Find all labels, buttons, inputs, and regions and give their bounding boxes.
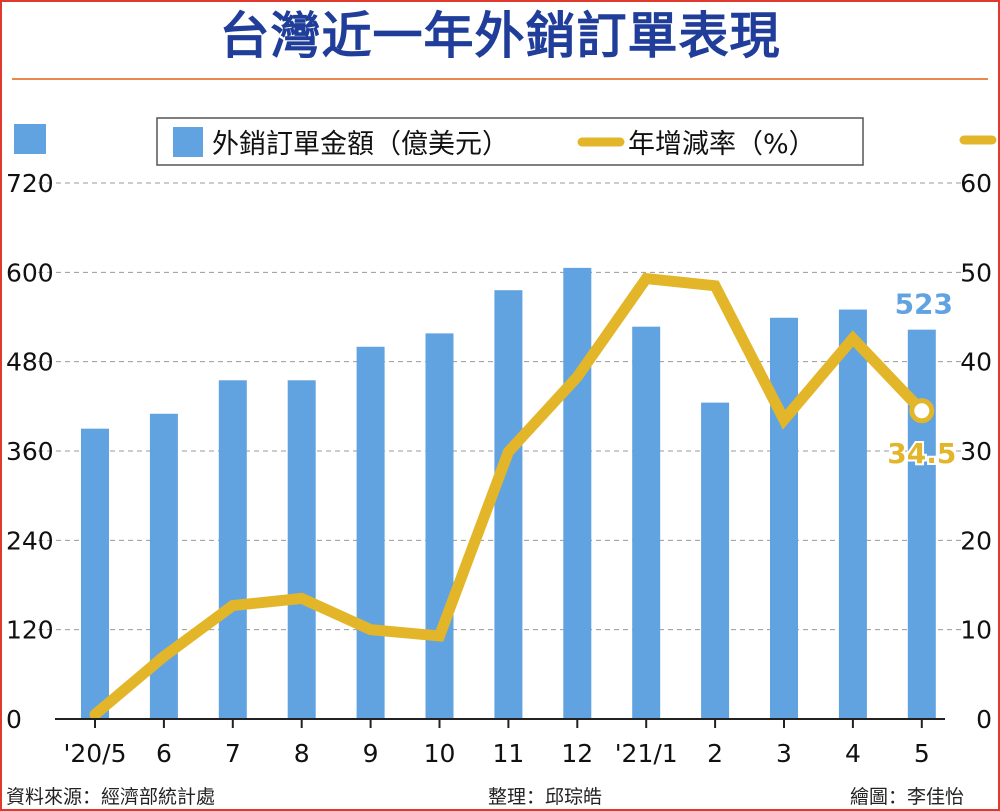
y-left-tick-label: 240	[6, 526, 54, 555]
footer-editor: 整理：邱琮皓	[488, 786, 603, 808]
bar	[563, 267, 592, 719]
bar	[356, 346, 385, 719]
x-tick-label: 7	[225, 739, 241, 768]
chart-title: 台灣近一年外銷訂單表現	[219, 7, 781, 65]
x-tick-label: '21/1	[615, 739, 678, 768]
x-tick-label: 5	[914, 739, 930, 768]
x-tick-label: 10	[424, 739, 456, 768]
line-series	[89, 272, 935, 721]
y-right-tick-label: 50	[960, 258, 992, 287]
footer-artist: 繪圖：李佳怡	[850, 786, 965, 808]
footer-source: 資料來源：經濟部統計處	[6, 786, 216, 808]
y-right-tick-label: 40	[960, 348, 992, 377]
axes: 0 0 120 10 240 20 360 30 480 40 600 50 720 60 '20/5 6 7 8…	[6, 169, 992, 768]
line-data-label: 34.5	[887, 437, 956, 470]
x-tick-label: '20/5	[63, 739, 126, 768]
bar	[81, 428, 109, 719]
bar	[287, 380, 316, 719]
legend-line-label: 年增減率（%）	[628, 129, 816, 160]
line-point-marker	[909, 398, 935, 424]
bar-series	[81, 267, 936, 719]
legend-box	[156, 117, 864, 166]
bar	[907, 329, 936, 719]
bar	[494, 290, 523, 719]
y-right-tick-label: 10	[960, 616, 992, 645]
legend-bar-label: 外銷訂單金額（億美元）	[212, 129, 509, 160]
line-path	[89, 272, 928, 721]
x-tick-label: 3	[776, 739, 792, 768]
legend: 外銷訂單金額（億美元） 年增減率（%）	[14, 117, 997, 166]
annotations: 523 34.5	[885, 288, 958, 472]
legend-bar-swatch	[173, 127, 203, 157]
title-divider	[12, 78, 988, 80]
y-left-tick-label: 600	[6, 258, 54, 287]
y-left-tick-label: 360	[6, 437, 54, 466]
x-tick-label: 8	[294, 739, 310, 768]
bar	[149, 413, 178, 719]
y-left-tick-label: 480	[6, 348, 54, 377]
y-right-tick-label: 60	[960, 169, 992, 198]
x-tick-label: 6	[156, 739, 172, 768]
x-tick-label: 11	[492, 739, 524, 768]
x-tick-label: 12	[561, 739, 593, 768]
x-tick-label: 4	[845, 739, 861, 768]
x-tick-label: 2	[707, 739, 723, 768]
bar	[218, 380, 247, 719]
bar	[425, 333, 454, 719]
bar	[770, 317, 798, 719]
y-left-tick-label: 720	[6, 169, 54, 198]
bar	[838, 309, 867, 719]
bar	[632, 326, 661, 719]
bar	[701, 402, 730, 719]
y-right-tick-label: 0	[976, 705, 992, 734]
y-right-tick-label: 20	[960, 526, 992, 555]
y-left-tick-label: 120	[6, 616, 54, 645]
y-right-tick-label: 30	[960, 437, 992, 466]
y-left-tick-label: 0	[6, 705, 22, 734]
x-tick-label: 9	[363, 739, 379, 768]
bar-data-label: 523	[895, 288, 953, 321]
legend-left-bar-swatch	[14, 124, 46, 154]
